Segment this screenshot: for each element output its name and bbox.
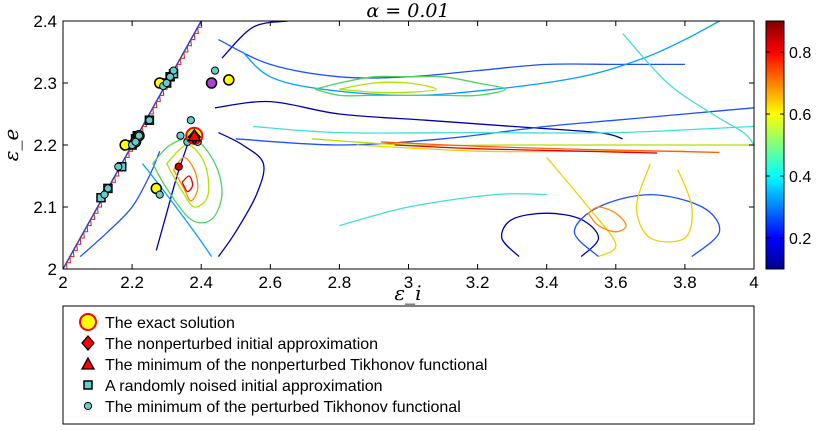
data-point-marker bbox=[176, 131, 185, 140]
x-axis-label: ε_i bbox=[394, 281, 421, 305]
contour-line bbox=[635, 163, 693, 243]
contour-line bbox=[252, 125, 754, 134]
x-tick-label: 3.6 bbox=[604, 273, 628, 292]
y-tick-label: 2.1 bbox=[33, 198, 57, 217]
colorbar-tick-label: 0.8 bbox=[789, 45, 811, 62]
contour-line bbox=[172, 156, 199, 202]
data-point-marker bbox=[174, 162, 183, 171]
contour-line bbox=[339, 81, 437, 94]
y-tick-label: 2 bbox=[48, 260, 57, 279]
data-point-marker bbox=[145, 116, 154, 125]
contour-layer bbox=[79, 21, 754, 258]
contour-line bbox=[573, 193, 721, 258]
legend-marker bbox=[80, 356, 96, 370]
data-point-marker bbox=[169, 66, 178, 75]
x-tick-label: 2.6 bbox=[258, 273, 282, 292]
contour-line bbox=[622, 32, 754, 146]
colorbar-tick-label: 0.4 bbox=[789, 169, 811, 186]
data-point-marker bbox=[205, 77, 218, 89]
contour-line bbox=[394, 144, 658, 154]
contour-line bbox=[181, 175, 194, 193]
contour-line bbox=[218, 39, 685, 79]
chart-title: α = 0.01 bbox=[366, 0, 449, 22]
data-point-marker bbox=[155, 190, 164, 199]
data-point-marker bbox=[186, 116, 195, 125]
legend-box bbox=[62, 305, 755, 425]
contour-line bbox=[339, 193, 547, 227]
marker-layer bbox=[96, 66, 235, 203]
data-point-marker bbox=[223, 74, 235, 86]
contour-line bbox=[217, 132, 265, 257]
y-axis: 2 2.1 2.2 2.3 2.4 bbox=[33, 12, 754, 279]
y-tick-label: 2.4 bbox=[33, 12, 57, 31]
y-tick-label: 2.2 bbox=[33, 136, 57, 155]
data-point-marker bbox=[134, 131, 144, 140]
legend: The exact solution The nonperturbed initi… bbox=[79, 313, 487, 416]
legend-marker bbox=[79, 313, 97, 331]
x-tick-label: 3.8 bbox=[673, 273, 697, 292]
legend-marker bbox=[83, 401, 93, 411]
x-axis: 2 2.2 2.4 2.6 2.8 3 3.2 3.4 3.6 3.8 4 bbox=[58, 21, 759, 292]
contour-line bbox=[141, 163, 213, 257]
y-tick-label: 2.3 bbox=[33, 74, 57, 93]
contour-line bbox=[242, 21, 720, 97]
colorbar bbox=[765, 20, 785, 270]
x-tick-label: 2.8 bbox=[328, 273, 352, 292]
contour-line bbox=[235, 107, 754, 146]
y-axis-label: ε_e bbox=[0, 129, 23, 162]
x-tick-label: 2.2 bbox=[120, 273, 144, 292]
contour-line bbox=[152, 137, 223, 224]
contour-line bbox=[587, 206, 627, 233]
data-point-marker bbox=[103, 184, 113, 193]
legend-label: The exact solution bbox=[105, 315, 235, 332]
data-point-marker bbox=[187, 128, 202, 142]
colorbar-tick-label: 0.6 bbox=[789, 107, 811, 124]
x-tick-label: 2 bbox=[58, 273, 67, 292]
data-point-marker bbox=[166, 72, 175, 81]
legend-label: The minimum of the perturbed Tikhonov fu… bbox=[105, 399, 461, 416]
contour-line bbox=[500, 212, 600, 258]
x-tick-label: 3.2 bbox=[466, 273, 490, 292]
contour-line bbox=[221, 21, 288, 59]
data-point-marker bbox=[100, 190, 109, 199]
legend-label: A randomly noised initial approximation bbox=[105, 378, 382, 395]
data-point-marker bbox=[131, 137, 140, 146]
contour-line bbox=[79, 150, 161, 258]
legend-label: The nonperturbed initial approximation bbox=[105, 336, 378, 353]
data-point-marker bbox=[210, 66, 220, 75]
colorbar-tick-label: 0.2 bbox=[789, 231, 811, 248]
x-tick-label: 3 bbox=[404, 273, 413, 292]
legend-label: The minimum of the nonperturbed Tikhonov… bbox=[105, 357, 487, 374]
data-point-marker bbox=[162, 78, 171, 88]
colorbar-ticks: 0.2 0.4 0.6 0.8 bbox=[766, 45, 811, 248]
contour-line bbox=[380, 141, 720, 154]
x-tick-label: 2.4 bbox=[189, 273, 213, 292]
x-tick-label: 3.4 bbox=[535, 273, 559, 292]
contour-line bbox=[315, 75, 506, 97]
data-point-marker bbox=[114, 162, 123, 171]
legend-marker bbox=[83, 380, 93, 390]
contour-line bbox=[546, 156, 617, 258]
legend-marker bbox=[81, 335, 95, 351]
x-tick-label: 4 bbox=[749, 273, 758, 292]
